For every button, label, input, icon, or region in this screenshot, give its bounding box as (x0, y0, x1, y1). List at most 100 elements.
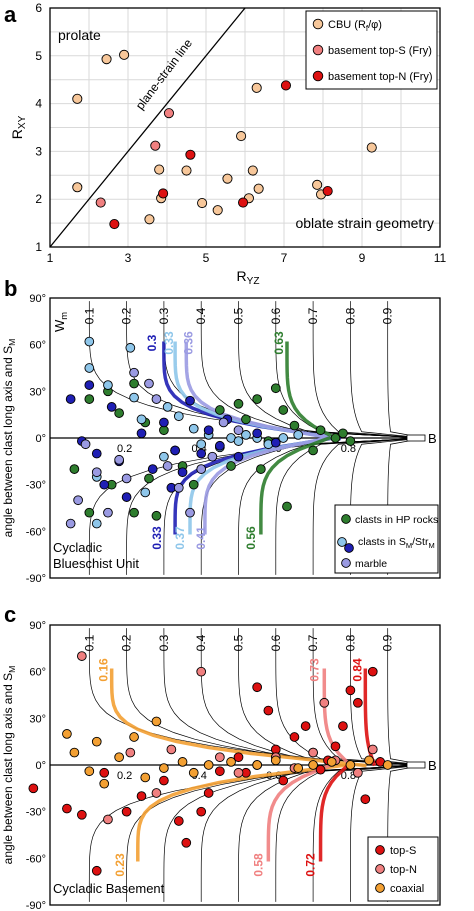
b-axis-box (406, 761, 426, 769)
legend-marker (344, 543, 354, 553)
wm-contour (350, 764, 426, 902)
data-point (65, 518, 76, 529)
wm-bottom-label: 0.8 (341, 770, 356, 782)
wm-top-label: 0.5 (232, 307, 246, 324)
data-point (289, 732, 300, 742)
data-point (233, 767, 244, 778)
data-point (150, 140, 161, 151)
wm-contour (200, 764, 426, 902)
legend-label: basement top-N (Fry) (328, 71, 433, 83)
y-axis-label: angle between clast long axis and SM (1, 666, 17, 865)
wm-contour (312, 764, 426, 902)
curve-label: 0.84 (350, 658, 364, 682)
data-point (121, 806, 132, 817)
wm-contour (238, 764, 426, 902)
data-point (151, 394, 162, 404)
data-point (185, 149, 196, 160)
wm-contour (387, 301, 426, 439)
unit-label: Cycladic Basement (53, 881, 165, 896)
model-curve (285, 341, 338, 441)
data-point (119, 49, 130, 60)
data-point (106, 402, 117, 412)
data-point (353, 697, 363, 708)
wm-contour (387, 628, 426, 766)
y-tick-label: -90° (26, 900, 46, 911)
data-point (188, 423, 199, 434)
panel-letter: b (4, 276, 17, 301)
x-axis-label: RYZ (236, 268, 259, 287)
wm-top-label: 0.5 (232, 634, 246, 651)
data-point (162, 461, 173, 471)
data-point (203, 760, 214, 770)
data-point (263, 705, 274, 716)
legend: CBU (Rf/φ) basement top-S (Fry) basement t… (305, 10, 438, 90)
data-point (196, 666, 207, 677)
data-point (252, 760, 263, 770)
data-point (136, 414, 147, 425)
y-axis-label: angle between clast long axis and SM (1, 339, 17, 538)
wm-top-label: 0.7 (306, 634, 320, 651)
wm-contour (200, 437, 426, 575)
data-point (196, 464, 207, 474)
y-tick-label: 0° (35, 760, 46, 772)
legend-marker (375, 845, 385, 855)
data-point (99, 767, 110, 778)
curve-label: 0.56 (244, 526, 258, 550)
legend-box (305, 10, 438, 90)
wm-top-label: 0.7 (306, 307, 320, 324)
data-point (173, 816, 184, 826)
data-point (91, 467, 102, 478)
data-point (144, 378, 154, 389)
wm-contour (163, 764, 426, 902)
data-point (252, 428, 263, 439)
legend-marker (375, 883, 385, 893)
y-tick-label: -60° (26, 853, 46, 865)
data-point (278, 433, 289, 443)
wm-contour (88, 628, 426, 766)
model-curve (322, 668, 352, 767)
curve-label: 0.16 (97, 658, 111, 682)
wm-contour (238, 301, 426, 439)
data-point (166, 744, 177, 755)
data-point (215, 752, 225, 763)
data-point (218, 417, 229, 428)
curve-label: 0.63 (272, 331, 286, 355)
x-tick-label: 9 (359, 251, 366, 265)
data-point (69, 747, 80, 758)
data-point (170, 445, 180, 456)
data-point (125, 342, 136, 353)
wm-contour (350, 301, 426, 439)
unit-label: Cycladic (53, 540, 103, 555)
data-point (247, 165, 258, 176)
data-point (382, 760, 393, 770)
x-tick-label: 11 (434, 251, 447, 265)
data-point (144, 214, 155, 225)
data-point (84, 394, 95, 404)
b-axis-label: B (428, 758, 437, 773)
y-tick-label: 90° (29, 293, 46, 305)
data-point (222, 173, 233, 184)
data-point (173, 411, 184, 422)
data-point (28, 783, 39, 794)
data-point (125, 747, 136, 758)
legend: top-S top-N coaxial (367, 836, 439, 902)
data-point (177, 467, 188, 478)
data-point (226, 461, 236, 471)
y-tick-label: -60° (26, 526, 46, 538)
oblate-label: oblate strain geometry (295, 215, 434, 231)
wm-contour (200, 301, 426, 439)
panel-c: B 90° 60° 30° 0° -30° -60° -90° angle between cl… (1, 602, 441, 911)
wm-top-label: 0.6 (269, 634, 283, 651)
data-point (367, 744, 378, 755)
data-point (278, 775, 289, 786)
data-point (91, 518, 102, 529)
data-point (312, 179, 323, 190)
y-tick-label: 4 (35, 97, 42, 111)
data-point (159, 763, 169, 773)
data-point (330, 433, 341, 443)
plane-strain-line-label: plane-strain line (133, 36, 195, 112)
wm-bottom-label: 0.8 (341, 443, 356, 455)
data-point (237, 197, 249, 208)
wm-top-label: 0.9 (381, 307, 395, 324)
